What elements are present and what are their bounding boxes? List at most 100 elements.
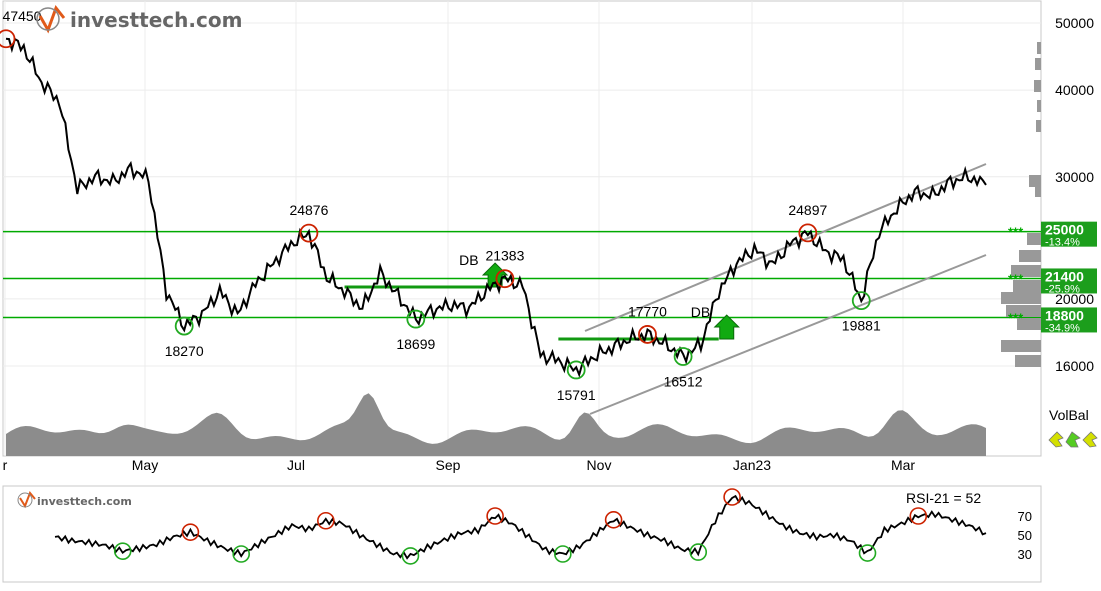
level-labels: *** 25000-13.4% *** 21400-25.9% *** 18800-34.… — [1008, 221, 1097, 334]
level-label-box — [1041, 268, 1097, 294]
logo-mark-small-icon — [17, 491, 36, 509]
bottom-marker — [851, 291, 871, 311]
volume-profile-bar — [1019, 250, 1041, 262]
volume-profile-bar — [1035, 185, 1041, 197]
price-annotation: 24897 — [788, 202, 827, 218]
price-line — [5, 37, 987, 378]
main-grid — [3, 1, 1041, 456]
price-annotation: 47450 — [3, 8, 42, 24]
level-stars: *** — [1008, 310, 1024, 325]
volume-profile-bar — [1036, 120, 1041, 132]
y-tick-label: 30000 — [1055, 169, 1094, 185]
rsi-label: RSI-21 = 52 — [906, 490, 981, 506]
price-annotation: 17770 — [628, 303, 667, 319]
volume-profile-bar — [1001, 292, 1041, 304]
volume-profile-bar — [1037, 100, 1041, 112]
rsi-bottom-marker — [113, 542, 132, 560]
volume-profile-bar — [1001, 340, 1041, 352]
trend-channels — [584, 163, 987, 415]
logo-bottom: investtech.com — [17, 491, 132, 509]
volbal-arrows-icon — [1048, 431, 1098, 448]
top-marker — [638, 325, 657, 344]
logo-top: investtech.com — [36, 4, 242, 34]
volume-profile-bar — [1015, 355, 1041, 367]
top-marker — [798, 223, 818, 243]
rsi-line — [54, 494, 987, 560]
volume-profile-bar — [1013, 280, 1041, 292]
volume-profile-bar — [1029, 175, 1041, 187]
price-annotation: 18270 — [165, 343, 204, 359]
x-tick-label: r — [3, 457, 8, 473]
y-tick-label: 40000 — [1055, 82, 1094, 98]
logo-text: investtech.com — [70, 8, 242, 32]
pattern-label: DB — [691, 304, 710, 320]
volume-profile-bar — [1035, 58, 1041, 70]
price-annotations: 47450 24876 21383 24897 18270 18699 15791 17770… — [3, 8, 881, 403]
volume-profile-bar — [1011, 265, 1041, 277]
top-marker — [0, 29, 16, 49]
x-tick-label: Mar — [891, 457, 915, 473]
rsi-bottom-marker — [858, 544, 877, 562]
price-annotation: 19881 — [842, 318, 881, 334]
level-stars: *** — [1008, 225, 1024, 240]
volume-area — [6, 393, 986, 456]
level-change: -34.9% — [1045, 322, 1080, 334]
price-annotation: 16512 — [664, 374, 703, 390]
level-value: 25000 — [1045, 222, 1084, 238]
level-change: -13.4% — [1045, 237, 1080, 249]
channel-lower — [589, 254, 987, 415]
x-tick-label: Sep — [436, 457, 461, 473]
x-tick-label: May — [132, 457, 158, 473]
volume-profile-bar — [1006, 305, 1041, 317]
bottom-marker — [406, 309, 426, 329]
rsi-top-marker — [181, 523, 200, 541]
patterns: DB DB — [344, 252, 740, 341]
price-annotation: 21383 — [485, 248, 524, 264]
rsi-tick-label: 30 — [1018, 547, 1032, 562]
x-axis: r May Jul Sep Nov Jan23 Mar — [3, 457, 916, 473]
level-label-box — [1041, 307, 1097, 333]
price-annotation: 18699 — [396, 336, 435, 352]
level-change: -25.9% — [1045, 283, 1080, 295]
price-markers — [0, 29, 871, 380]
rsi-top-marker — [604, 510, 623, 529]
rsi-tick-label: 70 — [1018, 509, 1032, 524]
support-resistance-levels — [3, 230, 1041, 319]
rsi-tick-label: 50 — [1018, 528, 1032, 543]
rsi-top-marker — [723, 488, 741, 506]
rsi-bottom-marker — [554, 545, 572, 563]
rsi-bottom-marker — [232, 545, 250, 563]
price-series — [5, 37, 987, 378]
volume-profile-bar — [1037, 42, 1041, 54]
price-annotation: 24876 — [289, 202, 328, 218]
x-tick-label: Jul — [287, 457, 305, 473]
volume-profile-bar — [1017, 318, 1041, 330]
y-tick-label: 50000 — [1055, 15, 1094, 31]
rsi-top-marker — [317, 511, 335, 530]
x-tick-label: Jan23 — [733, 457, 771, 473]
pattern-arrow-icon — [713, 314, 740, 340]
top-marker — [299, 223, 319, 243]
rsi-panel: 30 50 70 — [54, 488, 1032, 565]
rsi-bottom-marker — [401, 547, 420, 565]
level-value: 21400 — [1045, 268, 1084, 284]
rsi-bottom-marker — [689, 543, 708, 561]
rsi-top-marker — [486, 507, 504, 525]
volume-profile — [1001, 42, 1041, 367]
level-stars: *** — [1008, 271, 1024, 286]
logo-text-small: investtech.com — [37, 495, 132, 508]
x-tick-label: Nov — [587, 457, 612, 473]
volbal-label: VolBal — [1049, 407, 1089, 423]
rsi-frame — [2, 485, 1042, 583]
logo-mark-icon — [36, 4, 66, 34]
main-chart-frame — [2, 0, 1042, 457]
bottom-marker — [174, 316, 194, 336]
y-tick-label: 16000 — [1055, 358, 1094, 374]
bottom-marker — [673, 347, 693, 366]
bottom-marker — [566, 360, 586, 380]
pattern-label: DB — [459, 252, 478, 268]
rsi-top-marker — [909, 507, 928, 525]
level-value: 18800 — [1045, 307, 1084, 323]
